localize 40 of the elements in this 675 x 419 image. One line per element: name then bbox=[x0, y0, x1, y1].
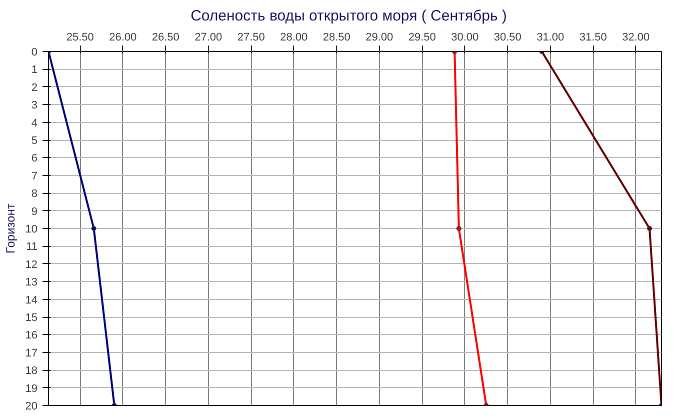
y-tick-label: 6 bbox=[31, 152, 38, 165]
chart-title: Соленость воды открытого моря ( Сентябрь ) bbox=[190, 8, 507, 24]
y-tick-label: 5 bbox=[31, 135, 38, 147]
point bbox=[647, 226, 652, 231]
y-tick-label: 8 bbox=[31, 188, 38, 200]
x-tick-label: 26.50 bbox=[152, 32, 180, 44]
y-tick-label: 3 bbox=[31, 100, 38, 112]
y-tick-label: 12 bbox=[25, 258, 38, 271]
y-tick-label: 4 bbox=[31, 117, 38, 130]
y-tick-label: 10 bbox=[25, 224, 38, 236]
x-tick-label: 28.00 bbox=[280, 32, 308, 44]
y-tick-label: 15 bbox=[25, 312, 38, 324]
y-tick-label: 19 bbox=[25, 382, 38, 395]
x-tick-label: 29.00 bbox=[366, 32, 394, 44]
x-tick-label: 31.50 bbox=[579, 32, 607, 44]
y-tick-label: 7 bbox=[31, 170, 38, 182]
y-tick-label: 16 bbox=[25, 330, 38, 342]
x-tick-label: 32.00 bbox=[622, 32, 650, 44]
x-tick-label: 28.50 bbox=[322, 32, 350, 44]
x-tick-label: 26.00 bbox=[109, 32, 137, 44]
y-tick-label: 9 bbox=[31, 206, 38, 218]
x-tick-label: 27.50 bbox=[237, 32, 265, 44]
x-tick-label: 25.50 bbox=[66, 32, 94, 44]
x-tick-label: 27.00 bbox=[194, 32, 222, 44]
y-axis-title: Горизонт bbox=[3, 203, 18, 254]
y-tick-label: 14 bbox=[25, 294, 38, 306]
y-tick-label: 11 bbox=[26, 241, 38, 254]
point bbox=[91, 226, 96, 231]
x-tick-label: 30.00 bbox=[451, 32, 479, 44]
y-tick-label: 20 bbox=[25, 400, 38, 412]
x-tick-label: 31.00 bbox=[536, 32, 564, 44]
x-tick-label: 29.50 bbox=[408, 32, 436, 44]
point bbox=[456, 226, 462, 231]
y-tick-label: 17 bbox=[25, 347, 38, 360]
y-tick-label: 13 bbox=[25, 276, 38, 289]
y-tick-label: 1 bbox=[31, 64, 38, 76]
y-tick-label: 18 bbox=[25, 365, 38, 378]
y-tick-label: 0 bbox=[31, 46, 38, 58]
y-tick-label: 2 bbox=[31, 82, 38, 94]
x-tick-label: 30.50 bbox=[494, 32, 522, 44]
